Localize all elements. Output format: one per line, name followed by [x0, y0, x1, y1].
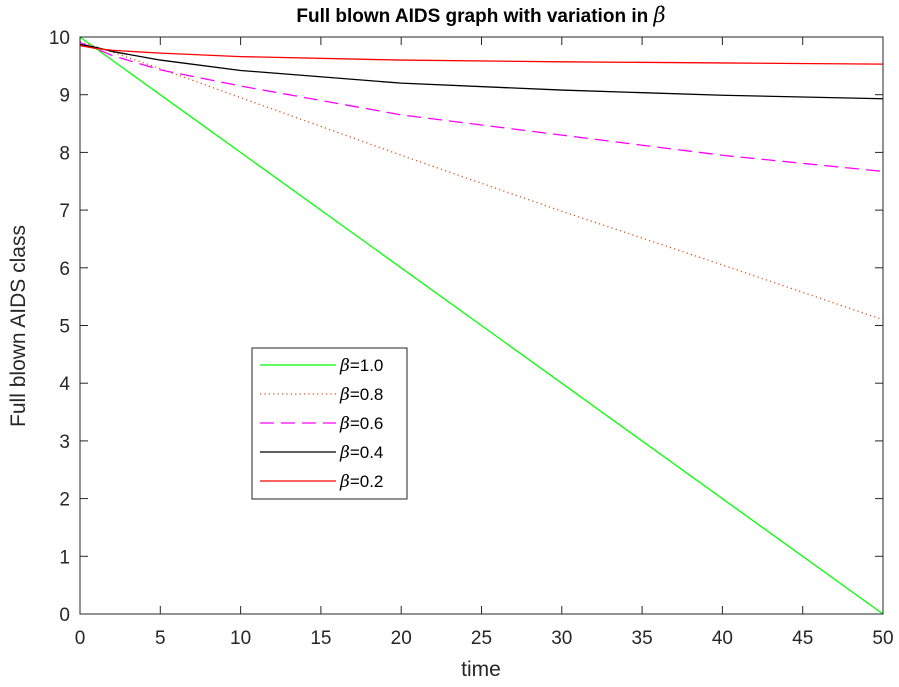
x-tick-label-0: 0	[75, 628, 86, 649]
y-tick-label-8: 8	[59, 143, 70, 164]
x-tick-label-5: 25	[471, 628, 492, 649]
x-tick-label-7: 35	[632, 628, 653, 649]
series-line-0	[79, 36, 884, 615]
x-tick-label-4: 20	[391, 628, 412, 649]
x-tick-label-8: 40	[712, 628, 733, 649]
legend-label-3: β=0.4	[339, 443, 383, 463]
legend-symbol-3: β	[339, 443, 350, 463]
chart-title: Full blown AIDS graph with variation in …	[296, 3, 665, 27]
chart-title-symbol: β	[653, 3, 666, 27]
y-tick-label-0: 0	[59, 605, 70, 626]
legend-label-0: β=1.0	[339, 356, 383, 376]
legend-symbol-0: β	[339, 356, 350, 376]
y-axis-title: Full blown AIDS class	[7, 225, 30, 427]
x-tick-label-10: 50	[872, 628, 893, 649]
legend-symbol-2: β	[339, 414, 350, 434]
legend-value-1: =0.8	[350, 385, 384, 404]
legend-value-0: =1.0	[350, 356, 384, 375]
x-tick-label-3: 15	[310, 628, 331, 649]
x-tick-label-9: 45	[792, 628, 813, 649]
y-tick-label-10: 10	[49, 28, 70, 49]
x-axis-title: time	[461, 658, 501, 681]
y-tick-label-2: 2	[59, 490, 70, 511]
y-tick-label-4: 4	[59, 374, 70, 395]
series-line-2	[79, 42, 884, 173]
series-layer	[79, 36, 884, 615]
series-line-4	[79, 45, 884, 65]
y-tick-label-3: 3	[59, 432, 70, 453]
legend-symbol-1: β	[339, 385, 350, 405]
legend: β=1.0β=0.8β=0.6β=0.4β=0.2	[251, 347, 408, 500]
y-tick-label-9: 9	[59, 86, 70, 107]
legend-value-3: =0.4	[350, 443, 384, 462]
legend-label-2: β=0.6	[339, 414, 383, 434]
x-tick-label-2: 10	[230, 628, 251, 649]
y-tick-label-5: 5	[59, 317, 70, 338]
legend-label-4: β=0.2	[339, 472, 383, 492]
legend-value-4: =0.2	[350, 472, 384, 491]
y-tick-label-6: 6	[59, 259, 70, 280]
legend-symbol-4: β	[339, 472, 350, 492]
y-tick-label-1: 1	[59, 547, 70, 568]
x-tick-label-1: 5	[155, 628, 166, 649]
chart-title-text: Full blown AIDS graph with variation in	[296, 6, 653, 27]
legend-value-2: =0.6	[350, 414, 384, 433]
legend-label-1: β=0.8	[339, 385, 383, 405]
x-tick-label-6: 30	[551, 628, 572, 649]
y-tick-label-7: 7	[59, 201, 70, 222]
